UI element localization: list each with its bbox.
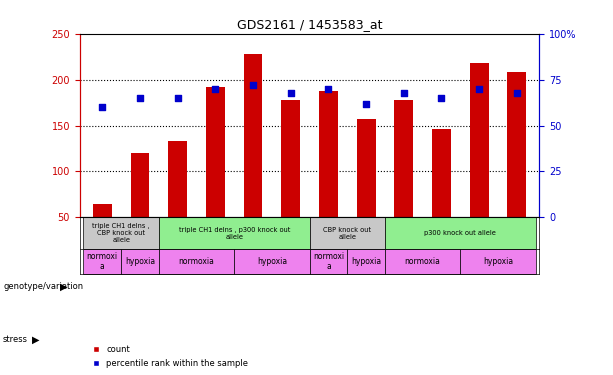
Bar: [310, 217, 385, 249]
Bar: [168, 141, 187, 263]
Bar: [357, 119, 376, 263]
Text: hypoxia: hypoxia: [125, 257, 155, 266]
Bar: [508, 72, 526, 263]
Bar: [83, 249, 121, 274]
Bar: [131, 153, 150, 263]
Text: CBP knock out
allele: CBP knock out allele: [323, 226, 371, 240]
Text: triple CH1 delns , p300 knock out
allele: triple CH1 delns , p300 knock out allele: [178, 226, 290, 240]
Bar: [83, 217, 159, 249]
Bar: [432, 129, 451, 263]
Bar: [159, 249, 234, 274]
Bar: [394, 100, 413, 263]
Legend: count, percentile rank within the sample: count, percentile rank within the sample: [84, 342, 252, 371]
Text: normoxia: normoxia: [178, 257, 215, 266]
Bar: [460, 249, 536, 274]
Text: p300 knock out allele: p300 knock out allele: [424, 230, 497, 236]
Point: [474, 86, 484, 92]
Point: [436, 95, 446, 101]
Point: [210, 86, 220, 92]
Text: normoxia: normoxia: [405, 257, 441, 266]
Text: normoxi
a: normoxi a: [86, 252, 118, 271]
Bar: [206, 87, 225, 263]
Point: [512, 90, 522, 96]
Bar: [319, 91, 338, 263]
Point: [97, 104, 107, 110]
Bar: [281, 100, 300, 263]
Bar: [385, 217, 536, 249]
Bar: [234, 249, 310, 274]
Text: genotype/variation: genotype/variation: [3, 282, 83, 291]
Bar: [121, 249, 159, 274]
Text: hypoxia: hypoxia: [257, 257, 287, 266]
Point: [286, 90, 295, 96]
Bar: [385, 249, 460, 274]
Bar: [159, 217, 310, 249]
Text: hypoxia: hypoxia: [351, 257, 381, 266]
Bar: [470, 63, 489, 263]
Title: GDS2161 / 1453583_at: GDS2161 / 1453583_at: [237, 18, 383, 31]
Point: [324, 86, 333, 92]
Text: ▶: ▶: [32, 334, 39, 344]
Point: [173, 95, 183, 101]
Point: [399, 90, 409, 96]
Point: [135, 95, 145, 101]
Text: triple CH1 delns ,
CBP knock out
allele: triple CH1 delns , CBP knock out allele: [93, 223, 150, 243]
Text: stress: stress: [3, 335, 28, 344]
Text: ▶: ▶: [60, 282, 67, 292]
Point: [361, 100, 371, 106]
Text: normoxi
a: normoxi a: [313, 252, 344, 271]
Bar: [347, 249, 385, 274]
Point: [248, 82, 258, 88]
Text: hypoxia: hypoxia: [483, 257, 513, 266]
Bar: [243, 54, 262, 263]
Bar: [310, 249, 347, 274]
Bar: [93, 204, 112, 263]
